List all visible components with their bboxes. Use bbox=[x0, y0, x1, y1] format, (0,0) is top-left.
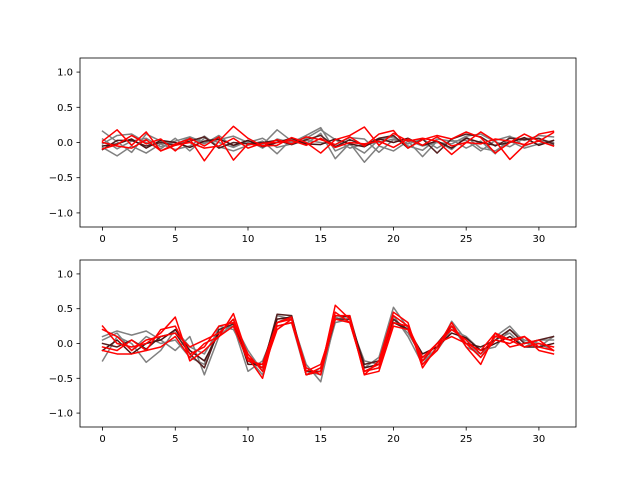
x-tick-label: 5 bbox=[172, 434, 178, 445]
x-tick-label: 20 bbox=[387, 434, 400, 445]
series-line-7 bbox=[101, 125, 555, 162]
x-tick-label: 5 bbox=[172, 234, 178, 245]
x-tick-label: 25 bbox=[460, 434, 473, 445]
x-tick-label: 10 bbox=[242, 434, 255, 445]
y-tick-label: −0.5 bbox=[49, 374, 73, 385]
x-tick-label: 0 bbox=[99, 434, 105, 445]
x-tick-label: 15 bbox=[314, 434, 327, 445]
x-tick-label: 30 bbox=[533, 434, 546, 445]
y-tick-label: 0.5 bbox=[57, 103, 73, 114]
x-tick-label: 10 bbox=[242, 234, 255, 245]
x-tick-label: 25 bbox=[460, 234, 473, 245]
y-tick-label: −1.0 bbox=[49, 208, 73, 219]
y-tick-label: 1.0 bbox=[57, 269, 73, 280]
y-tick-label: 0.5 bbox=[57, 304, 73, 315]
series-line-8 bbox=[101, 318, 555, 373]
y-tick-label: 1.0 bbox=[57, 68, 73, 79]
x-tick-label: 15 bbox=[314, 234, 327, 245]
y-tick-label: −1.0 bbox=[49, 409, 73, 420]
y-tick-label: 0.0 bbox=[57, 339, 73, 350]
subplot-1: 0 5 10 15 20 25 30 −1.0 −0.5 0.0 0.5 1.0 bbox=[49, 57, 577, 245]
subplot-2: 0 5 10 15 20 25 30 −1.0 −0.5 0.0 0.5 1.0 bbox=[49, 259, 577, 445]
y-tick-label: 0.0 bbox=[57, 138, 73, 149]
series-group bbox=[101, 304, 555, 383]
series-line-9 bbox=[101, 314, 555, 376]
x-tick-label: 30 bbox=[533, 234, 546, 245]
x-tick-label: 20 bbox=[387, 234, 400, 245]
series-group bbox=[101, 125, 555, 163]
series-line-9 bbox=[101, 130, 555, 152]
y-tick-label: −0.5 bbox=[49, 173, 73, 184]
x-tick-label: 0 bbox=[99, 234, 105, 245]
